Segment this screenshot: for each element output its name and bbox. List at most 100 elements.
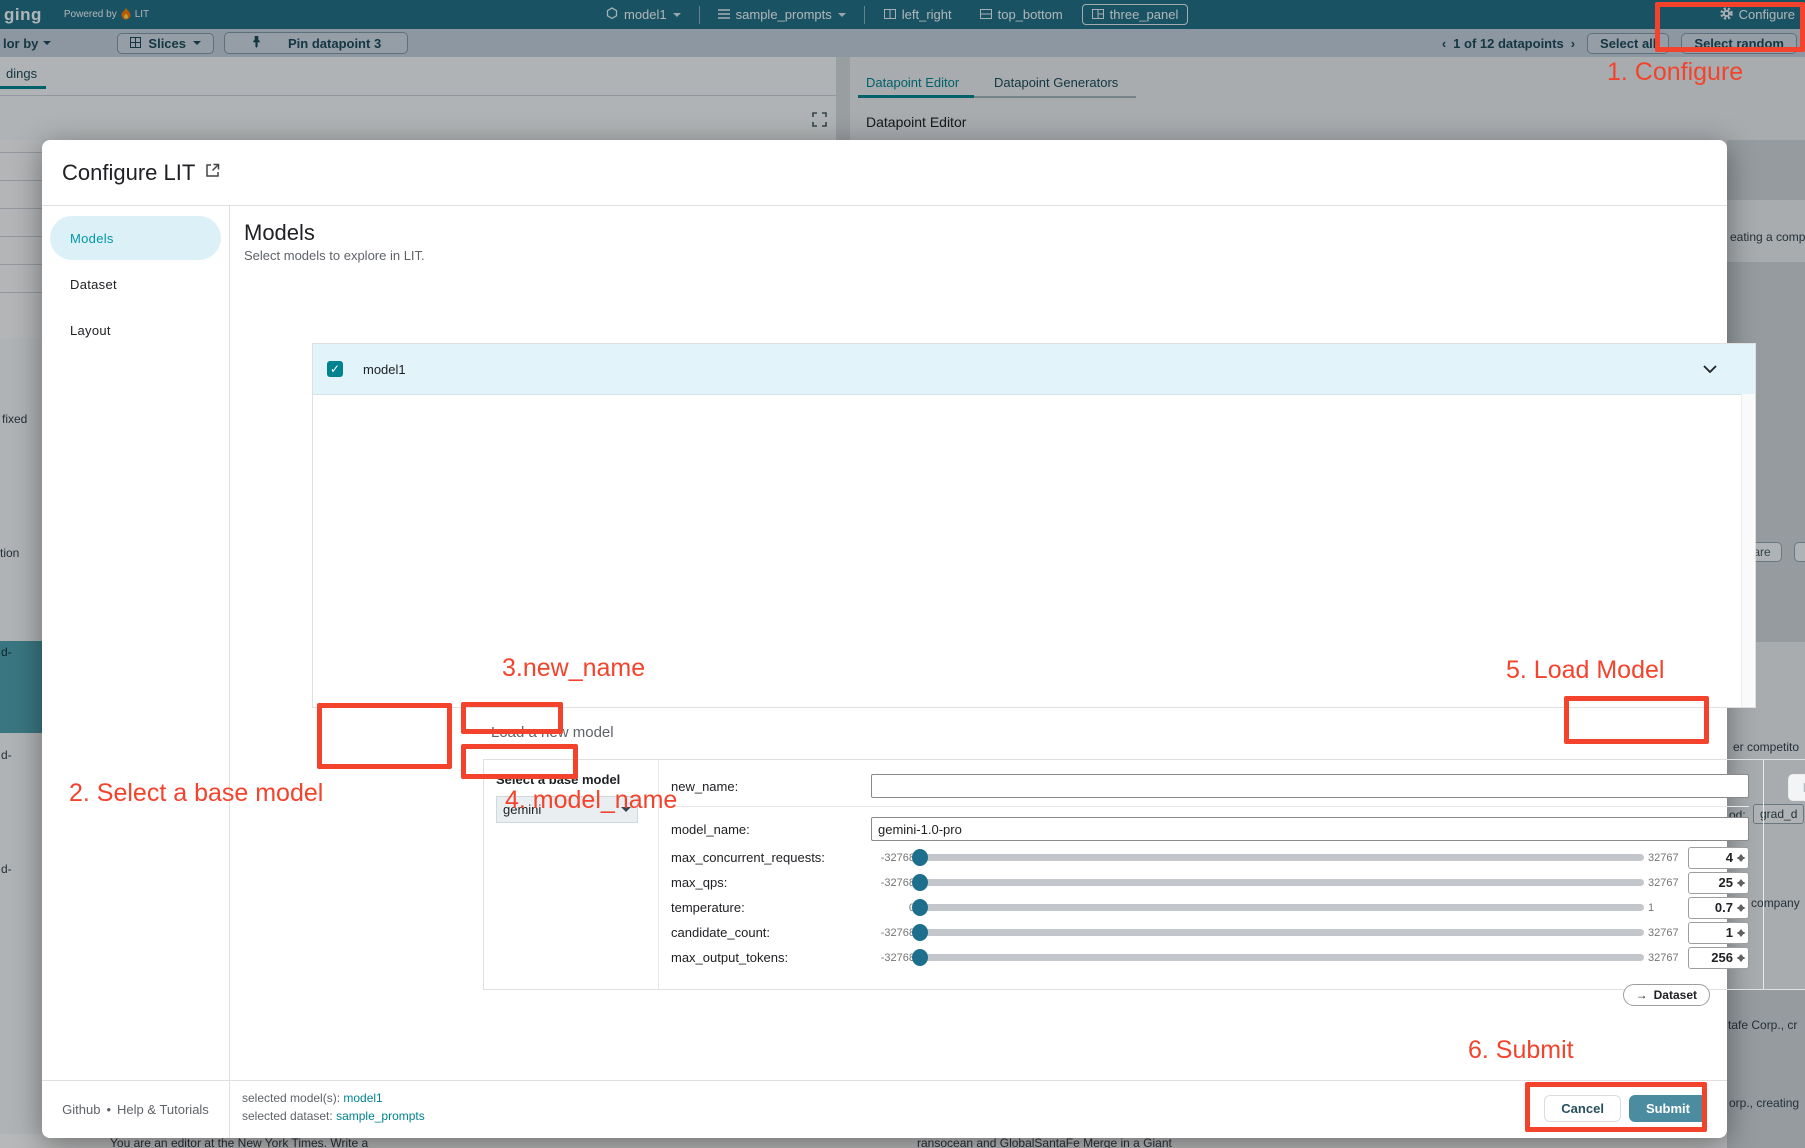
github-link[interactable]: Github [62, 1102, 101, 1117]
layout-three-panel-icon [1091, 7, 1104, 22]
next-datapoint-button[interactable]: › [1570, 35, 1576, 51]
stepper-arrows-icon[interactable] [1737, 950, 1745, 966]
slider-label: max_concurrent_requests: [671, 850, 825, 865]
annotation-box-configure [1655, 2, 1805, 52]
nav-item-dataset[interactable]: Dataset [70, 276, 117, 292]
number-input[interactable]: 256 [1688, 946, 1749, 969]
section-heading: Models [244, 220, 315, 245]
slider-track[interactable] [912, 874, 1644, 891]
pin-datapoint-button[interactable]: Pin datapoint 3 [224, 32, 409, 54]
tab-embeddings-fragment[interactable]: dings [6, 66, 38, 81]
layout-tab-three-panel[interactable]: three_panel [1081, 4, 1189, 25]
layout-left-right-icon [883, 7, 896, 22]
background-table-strip [0, 140, 42, 338]
button-fragment[interactable]: F [1794, 542, 1805, 562]
number-input[interactable]: 4 [1688, 846, 1749, 869]
background-fragment: eating a comp [1730, 230, 1805, 244]
slider-row: max_concurrent_requests: -32768 32767 4 [671, 845, 1749, 870]
annotation-box-submit [1525, 1082, 1707, 1132]
selected-dataset-label: selected dataset: [242, 1109, 337, 1123]
list-scrollbar[interactable] [1741, 394, 1755, 707]
slider-knob[interactable] [912, 949, 928, 966]
number-input[interactable]: 0.7 [1688, 896, 1749, 919]
background-fragment: orp., creating [1729, 1096, 1800, 1110]
tab-datapoint-generators[interactable]: Datapoint Generators [994, 75, 1119, 90]
load-model-button[interactable]: Load Model [1787, 774, 1805, 801]
stepper-arrows-icon[interactable] [1737, 850, 1745, 866]
new-name-label: new_name: [671, 778, 739, 794]
slider-min: 0 [871, 902, 920, 914]
chevron-down-icon[interactable] [1703, 360, 1717, 378]
layout-top-bottom-icon [979, 7, 992, 22]
selected-model-value[interactable]: model1 [343, 1091, 383, 1105]
stepper-arrows-icon[interactable] [1737, 900, 1745, 916]
new-name-input[interactable] [871, 774, 1749, 798]
model-icon [606, 6, 618, 23]
slider-track[interactable] [912, 949, 1644, 966]
number-value: 0.7 [1714, 900, 1733, 915]
slider-track[interactable] [912, 849, 1644, 866]
model-menu[interactable]: model1 [598, 0, 689, 29]
slices-icon [130, 36, 142, 51]
nav-item-layout[interactable]: Layout [70, 322, 111, 338]
model-menu-label: model1 [624, 7, 667, 22]
tab-datapoint-editor[interactable]: Datapoint Editor [866, 75, 960, 90]
slider-knob[interactable] [912, 924, 928, 941]
slider-min: -32768 [880, 851, 915, 864]
dialog-content: Models Select models to explore in LIT. … [230, 206, 1805, 1081]
field-row: model_name: [671, 813, 1749, 845]
stepper-arrows-icon[interactable] [1737, 875, 1745, 891]
gear-icon [1719, 6, 1733, 23]
next-dataset-button[interactable]: → Dataset [1622, 984, 1710, 1006]
nav-item-models[interactable]: Models [50, 216, 221, 260]
prev-datapoint-button[interactable]: ‹ [1441, 35, 1447, 51]
model-row[interactable]: ✓ model1 [313, 344, 1755, 395]
slider-knob[interactable] [912, 849, 928, 866]
layout-tab-top-bottom[interactable]: top_bottom [971, 5, 1072, 24]
dataset-button-label: Dataset [1653, 988, 1697, 1002]
slider-track[interactable] [912, 924, 1644, 941]
slider-knob[interactable] [912, 874, 928, 891]
layout-tab-label: three_panel [1109, 7, 1179, 22]
color-by-control[interactable]: lor by [3, 35, 52, 51]
number-input[interactable]: 1 [1688, 921, 1749, 944]
model-name-input[interactable] [871, 817, 1749, 841]
annotation-text-3: 3.new_name [502, 654, 646, 682]
configure-label: Configure [1738, 7, 1795, 22]
help-tutorials-link[interactable]: Help & Tutorials [117, 1102, 209, 1117]
color-by-label: lor by [3, 35, 39, 51]
slider-max: 32767 [1648, 951, 1679, 964]
dialog-title: Configure LIT [62, 159, 196, 185]
background-fragment: d- [1, 862, 12, 876]
model-checkbox[interactable]: ✓ [327, 361, 343, 377]
number-value: 4 [1725, 850, 1733, 865]
slices-button[interactable]: Slices [117, 32, 214, 54]
background-fragment: d- [1, 748, 12, 762]
load-actions-column: Load Model Reset [1763, 760, 1805, 989]
layout-tab-left-right[interactable]: left_right [875, 5, 961, 24]
fullscreen-icon[interactable] [812, 112, 827, 132]
cancel-button[interactable]: Cancel [1544, 1095, 1621, 1122]
chevron-down-icon [621, 807, 631, 817]
configure-button[interactable]: Configure [1719, 0, 1795, 29]
base-model-select[interactable]: gemini [496, 796, 638, 823]
slider-knob[interactable] [912, 899, 928, 916]
open-in-new-icon[interactable] [205, 163, 220, 183]
number-value: 1 [1725, 925, 1733, 940]
dataset-menu[interactable]: sample_prompts [710, 0, 854, 29]
layout-tab-label: left_right [901, 7, 952, 22]
chevron-down-icon [193, 41, 201, 49]
topbar-menus: model1 sample_prompts left_right top_bot… [598, 0, 1189, 29]
slider-track[interactable] [912, 899, 1644, 916]
selected-dataset-value[interactable]: sample_prompts [336, 1109, 425, 1123]
tab-underline-inactive [974, 96, 1136, 98]
select-all-button[interactable]: Select all [1587, 32, 1670, 54]
annotation-text-1: 1. Configure [1607, 58, 1744, 86]
annotation-text-2: 2. Select a base model [69, 779, 324, 807]
dropdown-fragment[interactable]: grad_d [1753, 804, 1805, 824]
stepper-arrows-icon[interactable] [1737, 925, 1745, 941]
model-list: ✓ model1 [312, 343, 1756, 708]
load-model-form: Select a base model gemini new_name: mod… [483, 759, 1805, 990]
number-input[interactable]: 25 [1688, 871, 1749, 894]
